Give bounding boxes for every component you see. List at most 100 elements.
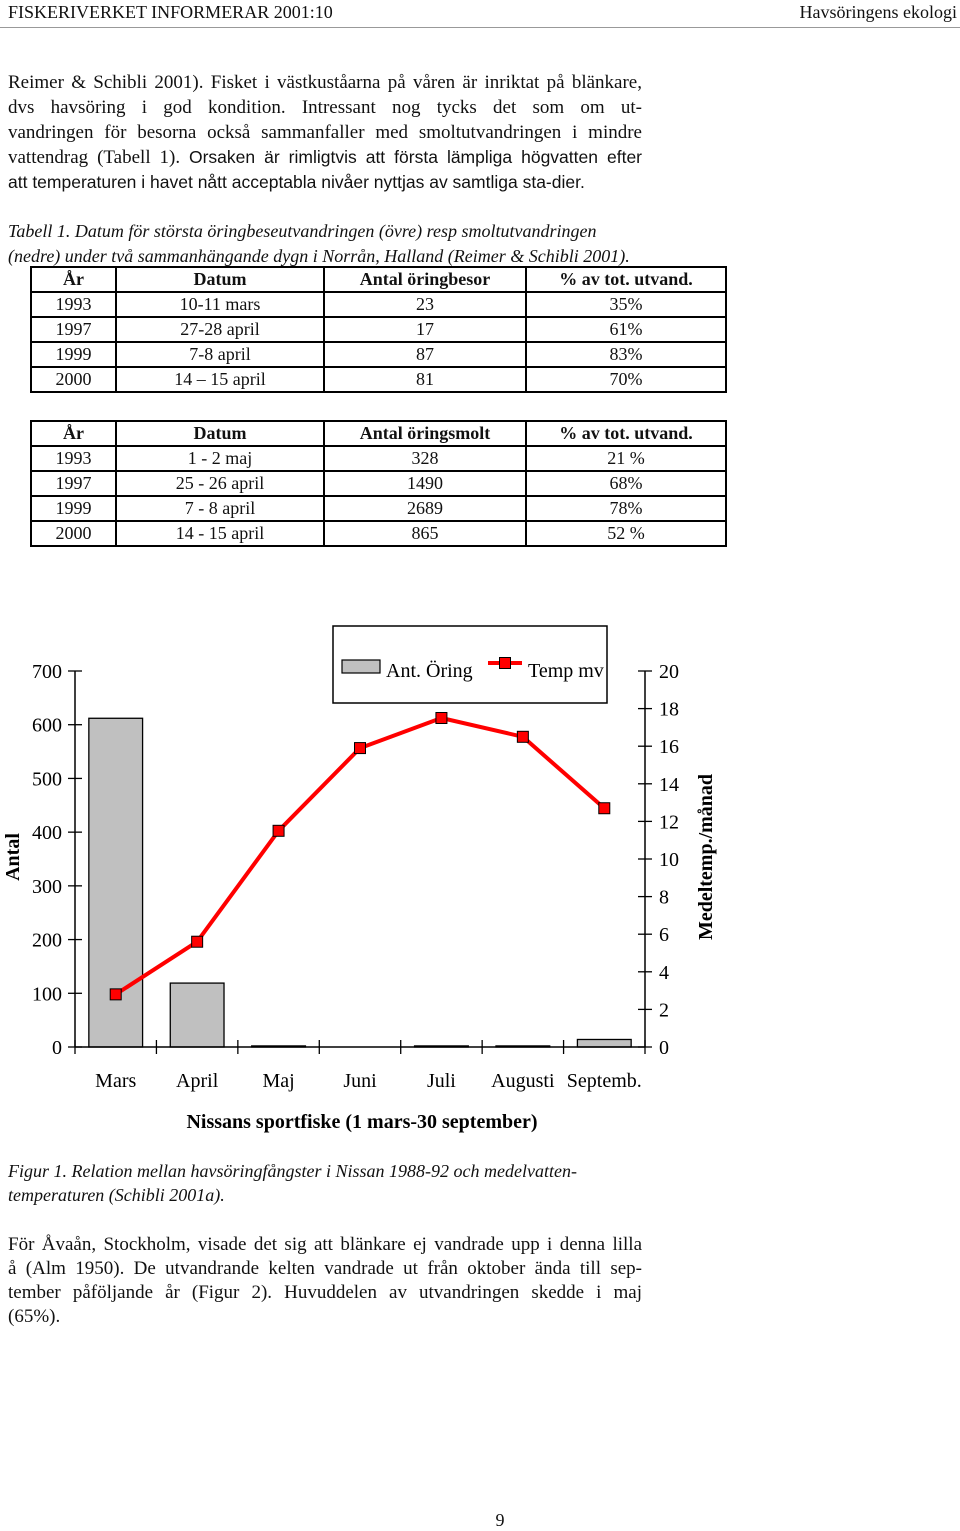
table-cell: 1997: [30, 316, 117, 343]
paragraph-line-part: Orsaken är rimligtvis att första lämplig…: [188, 147, 642, 167]
x-axis-title: Nissans sportfiske (1 mars-30 september): [186, 1111, 537, 1133]
table-cell: 865: [323, 520, 527, 547]
table-cell: 52 %: [525, 520, 727, 547]
y-axis-title: Antal: [2, 833, 24, 881]
y2-tick-label: 8: [659, 887, 669, 909]
y-tick-label: 400: [32, 822, 62, 844]
x-tick-label: Maj: [262, 1070, 294, 1092]
table-cell: 70%: [525, 366, 727, 393]
y2-tick-label: 6: [659, 924, 669, 946]
paragraph-line: å (Alm 1950). De utvandrande kelten vand…: [8, 1258, 642, 1279]
column-header: Antal öringbesor: [323, 266, 527, 293]
header-publication: FISKERIVERKET INFORMERAR 2001:10: [8, 2, 333, 22]
y2-tick-label: 20: [659, 661, 679, 683]
temp-marker: [109, 988, 122, 1001]
bar-april: [169, 982, 225, 1048]
x-tick-label: Juli: [427, 1070, 456, 1092]
temp-marker: [598, 802, 611, 815]
table-row: 1997 25 - 26 april 1490 68%: [30, 470, 727, 497]
table-cell: 2000: [30, 366, 117, 393]
column-header: Antal öringsmolt: [323, 420, 527, 447]
y-tick-label: 300: [32, 876, 62, 898]
table-cell: 68%: [525, 470, 727, 497]
table-row: 1999 7-8 april 87 83%: [30, 341, 727, 368]
y2-tick-label: 0: [659, 1037, 669, 1059]
table-cell: 21 %: [525, 445, 727, 472]
y-tick-label: 700: [32, 661, 62, 683]
table-cell: 83%: [525, 341, 727, 368]
table-cell: 78%: [525, 495, 727, 522]
table-cell: 27-28 april: [115, 316, 325, 343]
x-tick-label: April: [176, 1070, 219, 1092]
table-header-row: År Datum Antal öringsmolt % av tot. utva…: [30, 420, 727, 447]
x-tick-label: Juni: [343, 1070, 377, 1092]
table-cell: 81: [323, 366, 527, 393]
table-cell: 2000: [30, 520, 117, 547]
table-cell: 35%: [525, 291, 727, 318]
paragraph-line-part: vattendrag (Tabell 1).: [8, 147, 189, 168]
table-cell: 1999: [30, 341, 117, 368]
caption-line: Tabell 1. Datum för största öringbeseutv…: [8, 221, 597, 241]
caption-line: temperaturen (Schibli 2001a).: [8, 1185, 225, 1205]
combo-chart: 0 100 200 300 400 500 600 700 0 2 4 6 8 10 12 14 16 18 20 M…: [2, 625, 717, 1133]
legend-marker: [499, 657, 511, 669]
y2-tick-label: 4: [659, 962, 669, 984]
figure-caption: Figur 1. Relation mellan havsöringfångst…: [8, 1159, 577, 1207]
y2-axis-title: Medeltemp./månad: [695, 774, 717, 940]
table-cell: 1993: [30, 291, 117, 318]
temp-marker: [435, 712, 448, 724]
bar-septemb: [576, 1038, 632, 1048]
table-upper: År Datum Antal öringbesor % av tot. utva…: [30, 266, 727, 393]
paragraph-line: att temperaturen i havet nått acceptabla…: [8, 172, 585, 192]
table-cell: 1490: [323, 470, 527, 497]
caption-line: Figur 1. Relation mellan havsöringfångst…: [8, 1161, 577, 1181]
table-cell: 7 - 8 april: [115, 495, 325, 522]
table-row: 1993 1 - 2 maj 328 21 %: [30, 445, 727, 472]
x-tick-label: Septemb.: [567, 1070, 642, 1092]
paragraph-1: Reimer & Schibli 2001). Fisket i västkus…: [8, 70, 642, 195]
column-header: % av tot. utvand.: [525, 420, 727, 447]
paragraph-line: vandringen för besorna också sammanfalle…: [8, 122, 642, 143]
temp-marker: [191, 935, 204, 948]
table-lower: År Datum Antal öringsmolt % av tot. utva…: [30, 420, 727, 547]
paragraph-line: dvs havsöring i god kondition. Intressan…: [8, 97, 642, 118]
column-header: År: [30, 420, 117, 447]
column-header: Datum: [115, 266, 325, 293]
paragraph-2: För Åvaån, Stockholm, visade det sig att…: [8, 1233, 642, 1329]
page-number: 9: [495, 1510, 505, 1530]
paragraph-line: Reimer & Schibli 2001). Fisket i västkus…: [8, 72, 642, 93]
caption-line: (nedre) under två sammanhängande dygn i …: [8, 246, 630, 266]
paragraph-line: (65%).: [8, 1306, 61, 1327]
table-cell: 23: [323, 291, 527, 318]
table-cell: 328: [323, 445, 527, 472]
table-row: 2000 14 - 15 april 865 52 %: [30, 520, 727, 547]
x-tick-label: Mars: [95, 1070, 136, 1092]
paragraph-line: tember påföljande år (Figur 2). Huvuddel…: [8, 1282, 642, 1303]
y2-tick-label: 16: [659, 736, 679, 758]
legend-label: Ant. Öring: [386, 659, 473, 682]
table-cell: 1 - 2 maj: [115, 445, 325, 472]
y2-tick-label: 10: [659, 849, 679, 871]
table-cell: 87: [323, 341, 527, 368]
legend-bar-swatch: [341, 659, 381, 674]
y-tick-label: 100: [32, 983, 62, 1005]
column-header: År: [30, 266, 117, 293]
header-rule: [0, 27, 960, 28]
temp-marker: [354, 742, 366, 755]
table-row: 1993 10-11 mars 23 35%: [30, 291, 727, 318]
header-section-title: Havsöringens ekologi: [799, 2, 957, 22]
y2-tick-label: 2: [659, 999, 669, 1021]
table-cell: 14 – 15 april: [115, 366, 325, 393]
table-cell: 25 - 26 april: [115, 470, 325, 497]
table-cell: 14 - 15 april: [115, 520, 325, 547]
table-row: 2000 14 – 15 april 81 70%: [30, 366, 727, 393]
table-cell: 2689: [323, 495, 527, 522]
paragraph-line: För Åvaån, Stockholm, visade det sig att…: [8, 1234, 642, 1255]
column-header: % av tot. utvand.: [525, 266, 727, 293]
legend-box: [332, 625, 608, 704]
temp-marker: [272, 824, 285, 837]
table-cell: 17: [323, 316, 527, 343]
table-cell: 10-11 mars: [115, 291, 325, 318]
legend-label: Temp mv: [528, 660, 604, 682]
table-cell: 1993: [30, 445, 117, 472]
